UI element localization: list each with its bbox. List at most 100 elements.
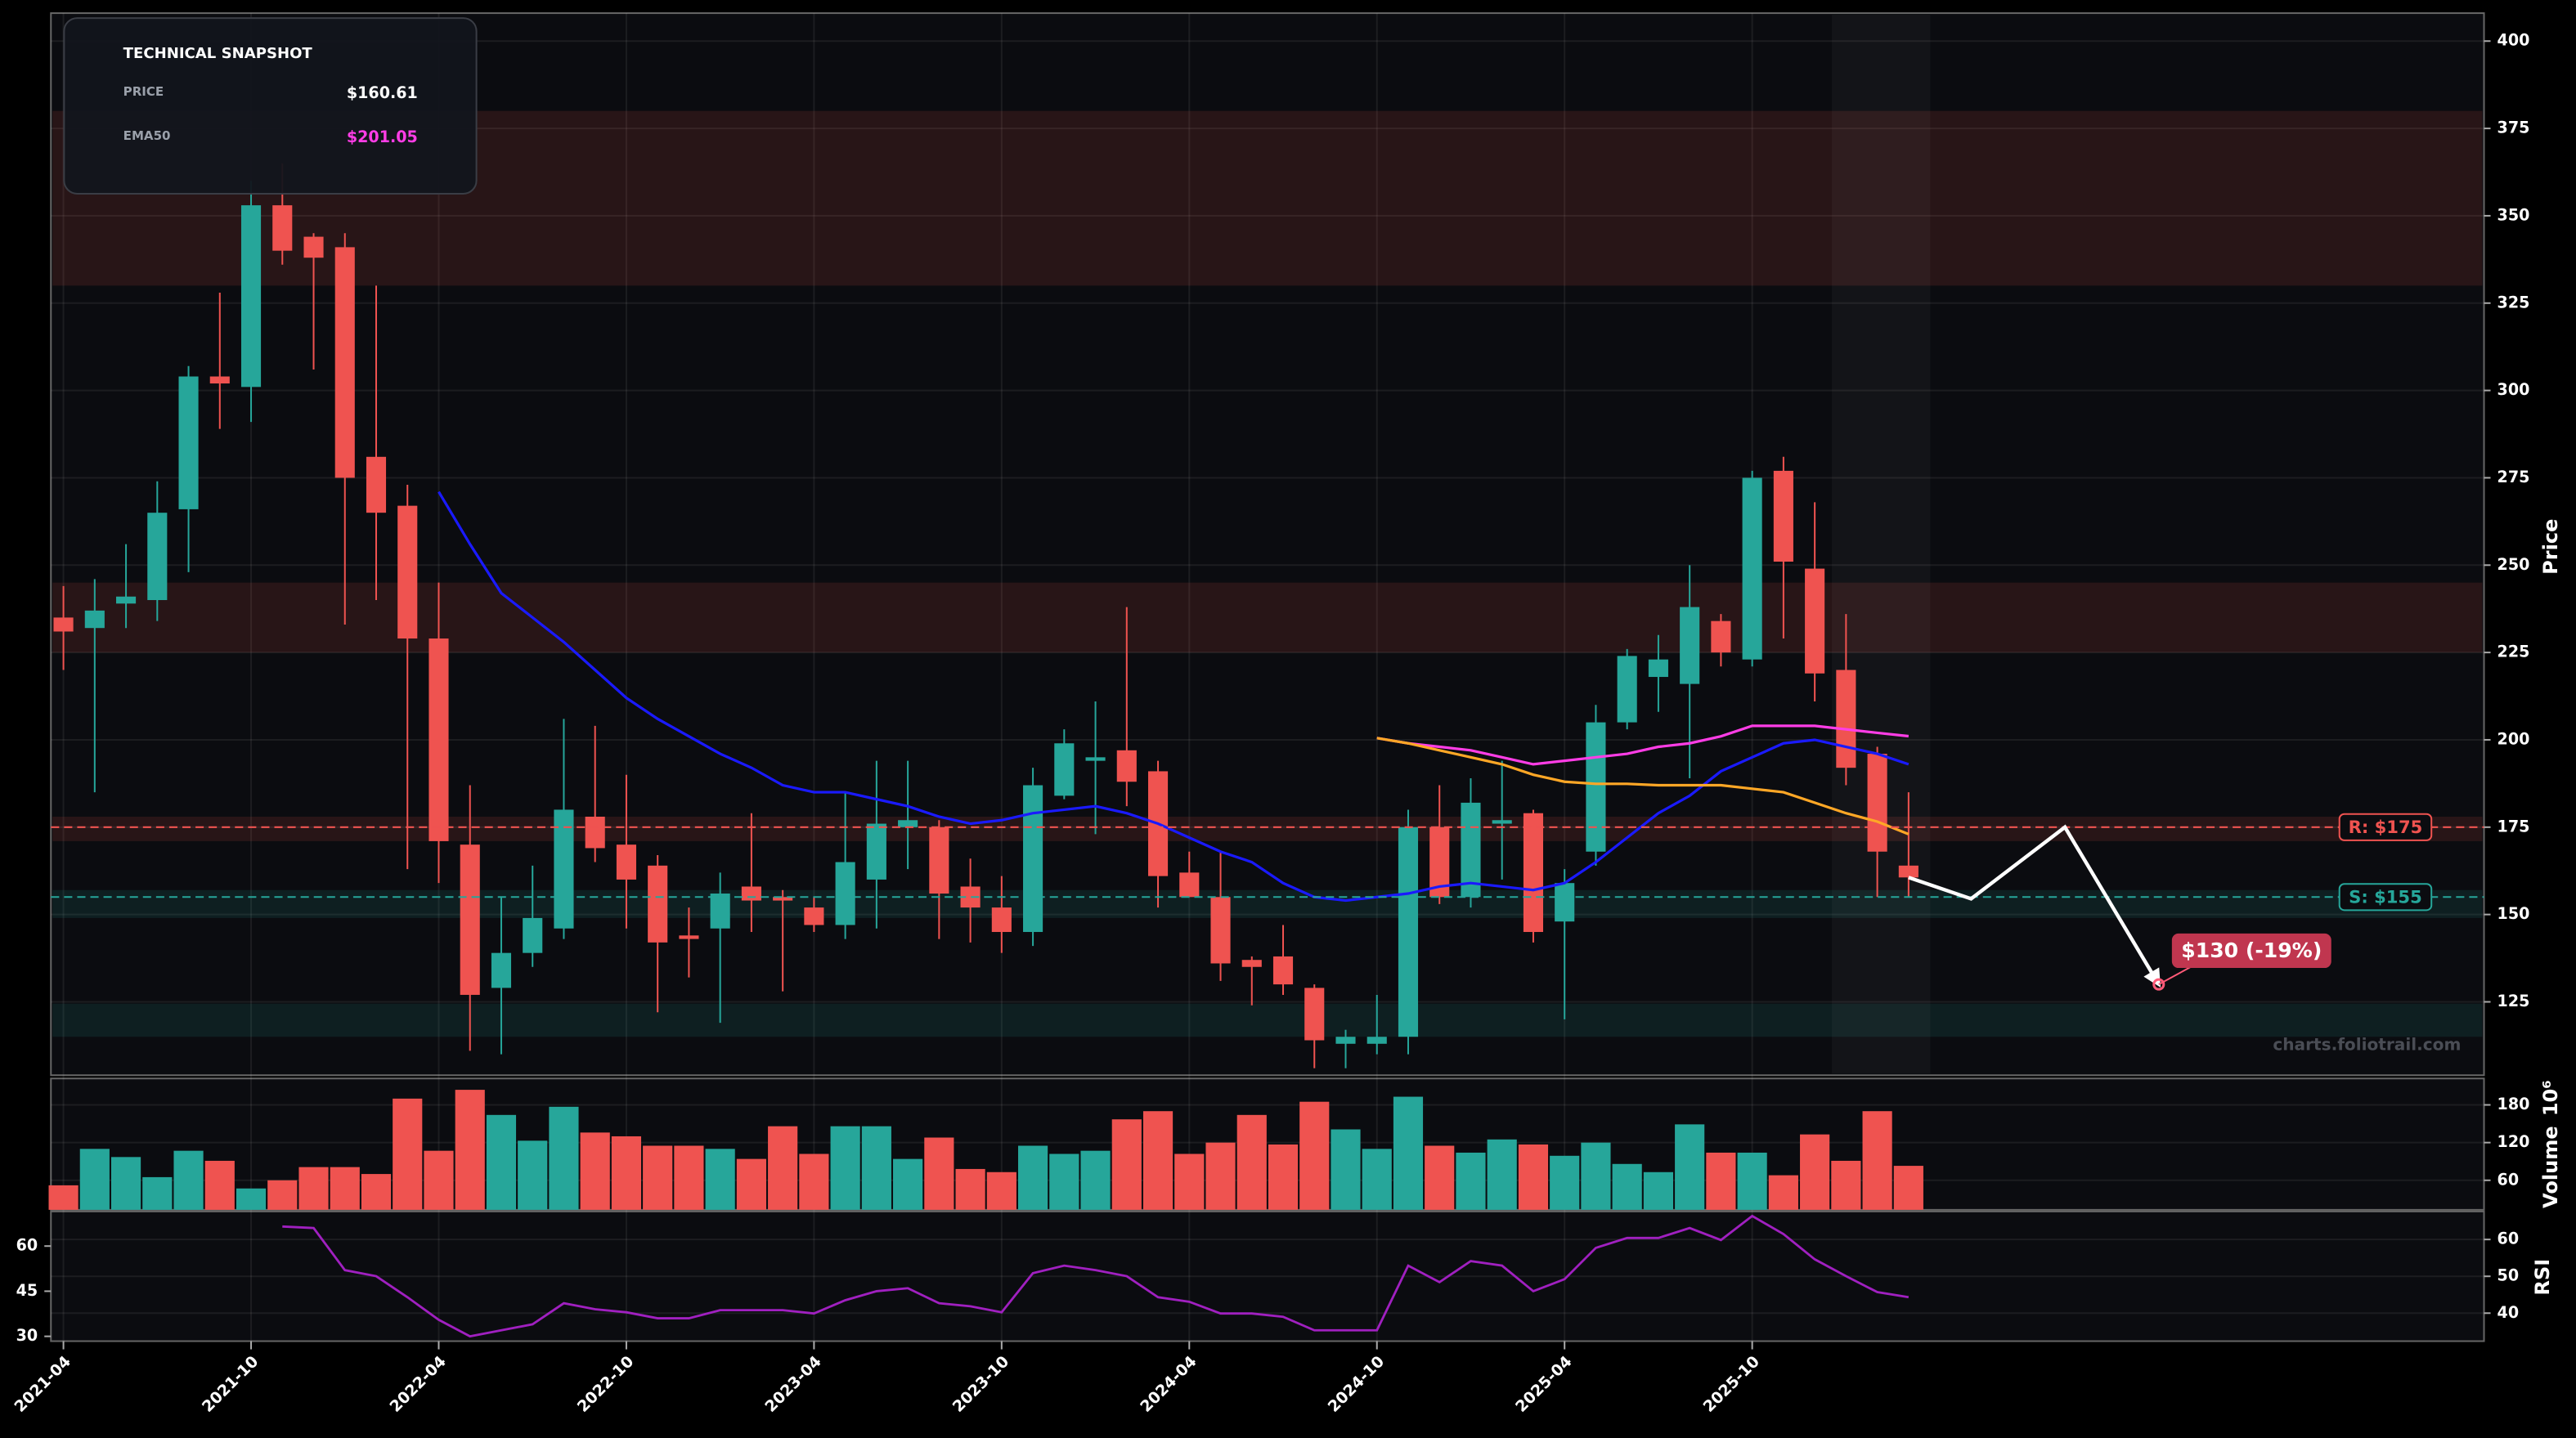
highlight-band xyxy=(1832,15,1931,1073)
candle-body xyxy=(1398,827,1419,1037)
y-axis-label: RSI xyxy=(2531,1259,2554,1296)
y-tick-label: 375 xyxy=(2497,119,2530,137)
candle-body xyxy=(1617,656,1637,723)
candle-body xyxy=(272,205,293,251)
forecast-line xyxy=(1908,824,2161,988)
volume-bar xyxy=(705,1149,735,1210)
volume-bar xyxy=(643,1145,673,1210)
volume-bar xyxy=(486,1114,517,1210)
volume-bar xyxy=(1331,1129,1361,1210)
volume-bar xyxy=(1550,1155,1580,1210)
volume-bar xyxy=(1831,1160,1861,1210)
volume-bar xyxy=(1080,1150,1111,1210)
y-tick-label: 50 xyxy=(2497,1267,2520,1285)
info-label: EMA50 xyxy=(123,128,171,143)
volume-bar xyxy=(424,1150,454,1210)
candle-body xyxy=(1523,813,1543,933)
candle-body xyxy=(1680,607,1700,684)
volume-bar xyxy=(1017,1145,1048,1210)
y-tick-label: 225 xyxy=(2497,643,2530,661)
level-label-box xyxy=(2338,883,2433,912)
volume-bar xyxy=(1362,1149,1392,1210)
candle-body xyxy=(53,617,74,632)
volume-bar xyxy=(830,1126,860,1210)
level-label: R: $175 xyxy=(2349,817,2423,837)
volume-bar xyxy=(330,1167,360,1210)
zone xyxy=(52,1003,2483,1037)
zone xyxy=(52,816,2483,841)
candle-body xyxy=(523,917,543,953)
volume-bar xyxy=(1174,1154,1205,1210)
ema-line xyxy=(1376,737,1910,835)
candle-body xyxy=(1335,1037,1356,1044)
candle-body xyxy=(1805,568,1825,674)
volume-bar xyxy=(1581,1142,1611,1210)
candle-body xyxy=(1304,988,1325,1041)
volume-bar xyxy=(142,1176,173,1210)
background-layer: 2021-04 2021-10 2022-04 2022-10 2023-04 2023-… xyxy=(11,13,2530,1416)
y-axis-label: Price xyxy=(2539,518,2562,574)
target-point xyxy=(2152,978,2165,991)
candle-body xyxy=(1555,883,1575,922)
y-tick-label: 250 xyxy=(2497,556,2530,574)
candle-body xyxy=(84,610,105,629)
y-tick-label: 60 xyxy=(2497,1171,2520,1189)
volume-bar xyxy=(955,1168,985,1210)
y-tick-label: 60 xyxy=(2497,1230,2520,1248)
candle-body xyxy=(679,935,699,939)
info-box-frame xyxy=(63,17,478,195)
candle-body xyxy=(429,638,449,841)
volume-bar xyxy=(1111,1119,1142,1210)
target-label: $130 (-19%) xyxy=(2181,939,2322,962)
volume-bar xyxy=(1487,1139,1517,1210)
volume-bar xyxy=(1299,1101,1330,1210)
marks-layer: R: $175 S: $155 $130 (-19%) xyxy=(48,163,2484,1338)
volume-bar xyxy=(1675,1124,1705,1210)
volume-bar xyxy=(799,1154,829,1210)
info-value: $160.61 xyxy=(347,84,418,102)
candle-body xyxy=(648,865,668,943)
ema-line xyxy=(1376,724,1910,766)
candle-body xyxy=(1241,960,1262,967)
volume-bar xyxy=(893,1158,923,1210)
candle-body xyxy=(1867,754,1887,852)
y-tick-label: 45 xyxy=(16,1282,38,1300)
volume-bar xyxy=(110,1157,141,1210)
candle-body xyxy=(1210,897,1231,964)
volume-bar xyxy=(1393,1096,1424,1210)
candle-body xyxy=(1054,743,1075,796)
candle-body xyxy=(616,844,636,880)
volume-bar xyxy=(1737,1152,1767,1210)
volume-bar xyxy=(1706,1152,1736,1210)
candle-body xyxy=(240,205,262,387)
volume-bar xyxy=(549,1106,579,1210)
y-axis-label: Volume 10⁶ xyxy=(2539,1080,2562,1208)
volume-bar xyxy=(1142,1111,1174,1210)
volume-bar xyxy=(361,1174,392,1210)
candle-body xyxy=(710,894,730,929)
level-label: S: $155 xyxy=(2349,886,2422,907)
candle-body xyxy=(898,820,918,827)
y-tick-label: 40 xyxy=(2497,1304,2520,1322)
candle-body xyxy=(397,505,418,639)
volume-bar xyxy=(861,1126,891,1210)
candle-body xyxy=(1116,750,1137,782)
candle-body xyxy=(773,897,793,901)
volume-bar xyxy=(580,1132,610,1210)
volume-bar xyxy=(1800,1134,1830,1210)
volume-label: Volume xyxy=(2539,1126,2562,1208)
candle-body xyxy=(991,907,1012,933)
y-tick-label: 350 xyxy=(2497,206,2530,224)
candle-body xyxy=(1272,956,1294,985)
y-tick-label: 150 xyxy=(2497,905,2530,923)
candle-body xyxy=(866,823,886,880)
volume-bar xyxy=(236,1188,267,1210)
target-label-box xyxy=(2171,933,2331,969)
candle-body xyxy=(1023,785,1043,933)
y-tick-label: 275 xyxy=(2497,468,2530,486)
candle-body xyxy=(1648,659,1668,678)
volume-bar xyxy=(455,1090,485,1210)
volume-bar xyxy=(393,1098,423,1210)
candle-body xyxy=(1742,477,1762,660)
